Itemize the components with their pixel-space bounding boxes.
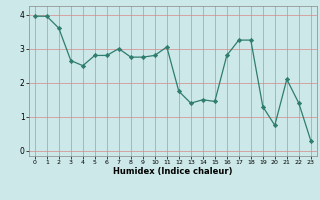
X-axis label: Humidex (Indice chaleur): Humidex (Indice chaleur) (113, 167, 233, 176)
